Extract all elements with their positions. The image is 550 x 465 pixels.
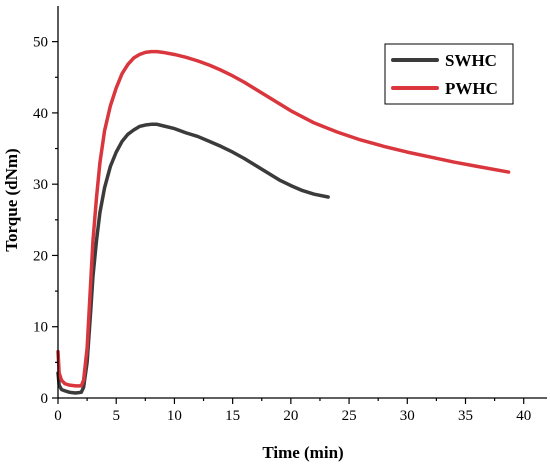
x-tick-label: 10: [167, 408, 182, 424]
legend: SWHC PWHC: [384, 43, 514, 105]
plot-area: [56, 49, 511, 395]
x-tick-label: 5: [112, 408, 120, 424]
y-tick-label: 50: [33, 35, 48, 51]
series-line-swhc: [56, 122, 330, 395]
y-tick-label: 0: [41, 391, 49, 407]
y-tick-label: 40: [33, 106, 48, 122]
x-tick-label: 30: [400, 408, 415, 424]
legend-label-swhc: SWHC: [445, 51, 497, 70]
x-ticks: 0 5 10 15 20 25 30 35 40: [54, 398, 531, 424]
x-axis-title: Time (min): [262, 443, 343, 462]
x-tick-label: 40: [516, 408, 531, 424]
x-tick-label: 0: [54, 408, 62, 424]
y-tick-label: 10: [33, 320, 48, 336]
x-tick-label: 15: [225, 408, 240, 424]
y-tick-label: 20: [33, 248, 48, 264]
y-tick-label: 30: [33, 177, 48, 193]
series-line-pwhc: [56, 49, 511, 388]
legend-label-pwhc: PWHC: [445, 79, 498, 98]
x-tick-label: 20: [283, 408, 298, 424]
x-tick-label: 35: [458, 408, 473, 424]
y-ticks: 0 10 20 30 40 50: [33, 35, 58, 407]
y-axis-title: Torque (dNm): [2, 148, 21, 251]
x-tick-label: 25: [342, 408, 357, 424]
legend-box: [384, 43, 514, 105]
